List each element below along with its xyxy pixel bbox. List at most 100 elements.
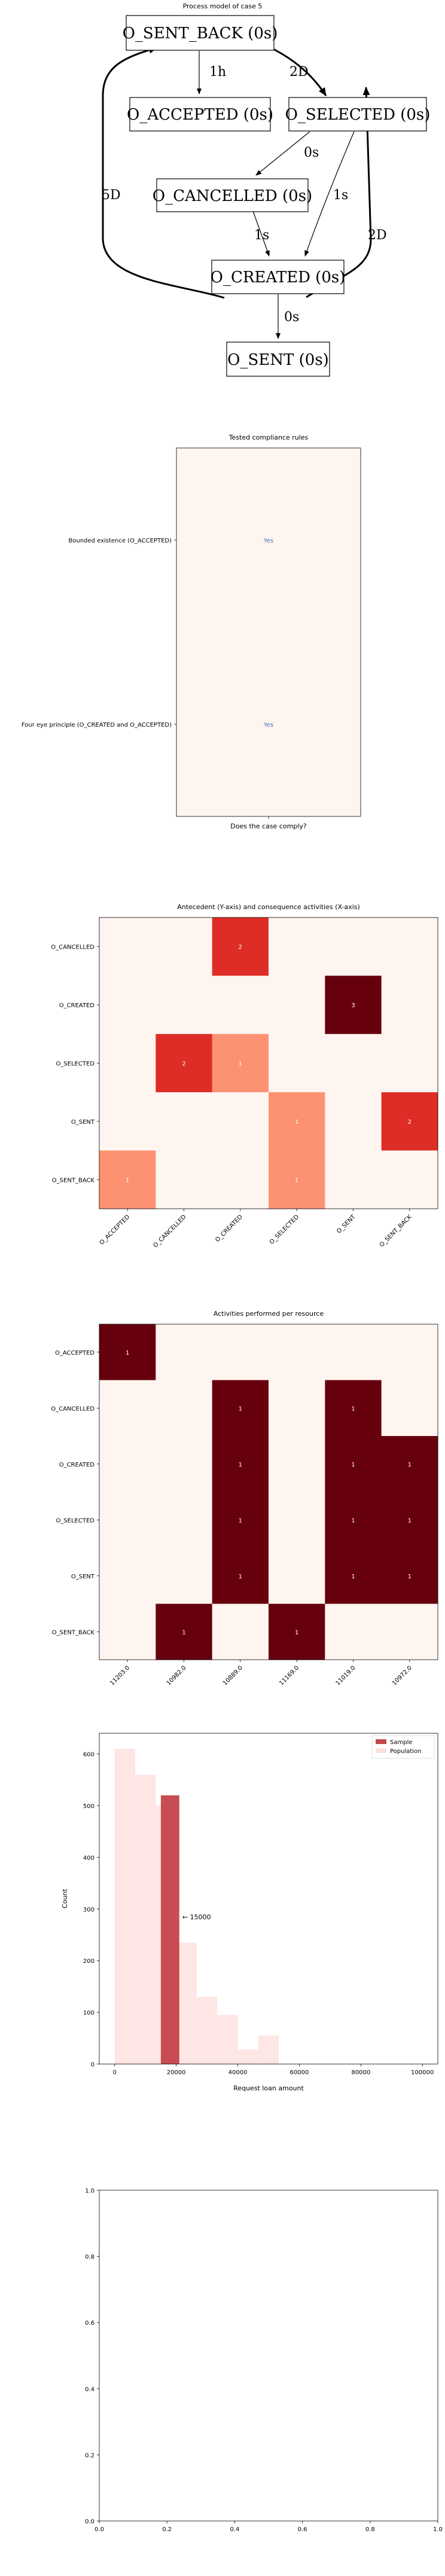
heatmap-cell-label: 1	[351, 1574, 355, 1580]
x-axis-label: Request loan amount	[233, 2084, 304, 2092]
y-tick-label: 0.2	[85, 2452, 95, 2459]
heatmap-cell	[156, 975, 213, 1035]
heatmap-cell	[156, 1603, 213, 1660]
heatmap-cell	[99, 917, 156, 976]
heatmap-cell	[269, 1492, 325, 1548]
y-tick-label: Four eye principle (O_CREATED and O_ACCE…	[22, 722, 172, 728]
heatmap-cell-label: Yes	[263, 722, 273, 728]
x-tick-label: 0.2	[162, 2526, 172, 2533]
heatmap-cell	[156, 1492, 213, 1548]
y-tick-label: O_SELECTED	[56, 1061, 95, 1068]
svg-text:O_SELECTED (0s): O_SELECTED (0s)	[285, 106, 431, 124]
heatmap-cell	[325, 1380, 382, 1437]
x-tick-label: O_CANCELLED	[152, 1214, 187, 1249]
heatmap-cell	[99, 1548, 156, 1604]
edge-label-0s-a: 0s	[304, 145, 319, 160]
x-tick-label: 10982.0	[166, 1665, 188, 1687]
heatmap-cell	[325, 1034, 382, 1093]
heatmap-cell	[325, 1436, 382, 1492]
loan-amount-histogram: 0 20000 40000 60000 80000 100000 0 100 200 300 400…	[61, 1733, 438, 2092]
heatmap-cell-label: 1	[239, 1462, 242, 1468]
x-tick-label: 0.4	[230, 2526, 239, 2533]
heatmap-cell	[325, 917, 382, 976]
node-sent-back: O_SENT_BACK (0s)	[123, 15, 278, 51]
antecedent-consequence-heatmap: Antecedent (Y-axis) and consequence acti…	[51, 903, 438, 1249]
y-tick-label: O_CANCELLED	[51, 1406, 95, 1412]
y-tick-label: 100	[83, 2010, 95, 2017]
x-tick-label: O_CREATED	[214, 1214, 244, 1243]
heatmap-cell	[269, 975, 325, 1035]
edge-label-2d-top: 2D	[289, 65, 309, 80]
x-tick-label: 11019.0	[335, 1665, 357, 1687]
process-model-title: Process model of case 5	[183, 2, 263, 10]
heatmap-title: Antecedent (Y-axis) and consequence acti…	[177, 903, 360, 911]
plot-frame	[99, 2190, 438, 2522]
x-tick-label: 11203.0	[109, 1665, 131, 1687]
edge-label-1s-b: 1s	[254, 228, 269, 243]
empty-plot: 0.0 0.2 0.4 0.6 0.8 1.0 0.0 0.2 0.4 0.6 0.8 1.0	[85, 2188, 443, 2533]
plot-frame	[99, 1733, 438, 2065]
y-tick-label: 300	[83, 1907, 95, 1913]
compliance-heatmap: Tested compliance rules Yes Yes Bounded exi…	[22, 434, 361, 830]
heatmap-cell	[381, 917, 438, 976]
x-tick-label: O_SENT	[336, 1214, 357, 1235]
x-tick-label: 40000	[228, 2069, 248, 2076]
heatmap-cell-label: 1	[295, 1119, 298, 1126]
heatmap-cell	[212, 1034, 269, 1093]
edge-label-5d: 5D	[102, 188, 121, 203]
heatmap-cell	[381, 1436, 438, 1492]
heatmap-cell	[156, 1092, 213, 1151]
population-bar	[258, 2035, 279, 2064]
heatmap-cell	[99, 1603, 156, 1660]
heatmap-cell	[269, 1548, 325, 1604]
y-axis-label: Count	[61, 1888, 69, 1908]
edge-cancelled-to-created	[252, 211, 270, 257]
y-tick-label: O_SENT_BACK	[52, 1629, 95, 1636]
x-tick-label: 20000	[167, 2069, 186, 2076]
heatmap-cell	[99, 975, 156, 1035]
y-tick-label: 200	[83, 1958, 95, 1965]
y-tick-label: 0.6	[85, 2320, 95, 2327]
y-tick-label: O_CREATED	[59, 1462, 95, 1468]
heatmap-cell-label: 1	[239, 1406, 242, 1412]
heatmap-cell	[156, 1034, 213, 1093]
y-tick-label: O_CANCELLED	[51, 944, 95, 951]
heatmap-cell	[269, 1436, 325, 1492]
legend: Sample Population	[371, 1735, 435, 1759]
y-tick-label: 1.0	[85, 2188, 95, 2194]
heatmap-cell-label: 1	[295, 1629, 298, 1636]
heatmap-cell	[99, 1436, 156, 1492]
heatmap-cell	[269, 1603, 325, 1660]
heatmap-cell-label: Yes	[263, 538, 273, 544]
x-tick-label: 10889.0	[222, 1665, 244, 1687]
heatmap-title: Tested compliance rules	[228, 434, 309, 441]
heatmap-cell	[156, 1436, 213, 1492]
heatmap-cell	[325, 1603, 382, 1660]
heatmap-cell	[176, 448, 361, 633]
heatmap-cell-label: 3	[351, 1002, 355, 1009]
y-tick-label: O_SELECTED	[56, 1517, 95, 1524]
population-bar	[135, 1775, 156, 2064]
x-tick-label: 60000	[290, 2069, 309, 2076]
y-tick-label: 600	[83, 1752, 95, 1758]
x-tick-label: 0.8	[365, 2526, 375, 2533]
heatmap-cell	[325, 1324, 382, 1380]
x-tick-label: 80000	[351, 2069, 370, 2076]
heatmap-cell-label: 1	[126, 1350, 129, 1356]
heatmap-cell-label: 1	[408, 1517, 412, 1524]
heatmap-cell	[212, 1603, 269, 1660]
heatmap-cell-label: 1	[351, 1406, 355, 1412]
annotation-label: ← 15000	[182, 1913, 211, 1921]
heatmap-cell-label: 1	[239, 1061, 242, 1068]
heatmap-cell	[99, 1324, 156, 1380]
y-tick-label: 500	[83, 1803, 95, 1810]
x-tick-label: 11169.0	[278, 1665, 300, 1687]
heatmap-cell	[99, 1150, 156, 1209]
heatmap-cell	[269, 1380, 325, 1437]
node-cancelled: O_CANCELLED (0s)	[153, 178, 312, 212]
y-tick-label: 400	[83, 1855, 95, 1861]
heatmap-cell	[156, 1324, 213, 1380]
y-tick-label: O_SENT_BACK	[52, 1177, 95, 1184]
y-tick-label: O_SENT	[71, 1119, 95, 1126]
